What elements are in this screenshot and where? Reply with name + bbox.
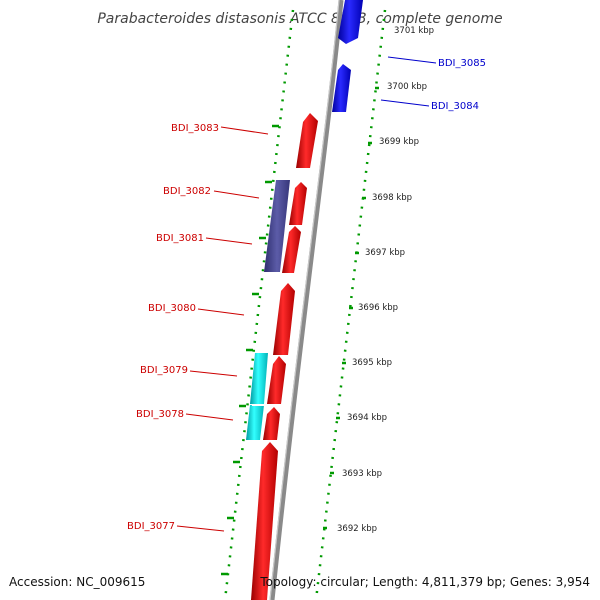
gene-label-bdi-3080[interactable]: BDI_3080	[148, 303, 196, 314]
kbp-label-3701: 3701 kbp	[394, 26, 434, 36]
kbp-label-3697: 3697 kbp	[365, 248, 405, 258]
rna-gene-bdi-3079[interactable]	[250, 353, 268, 404]
kbp-label-3694: 3694 kbp	[347, 413, 387, 423]
kbp-label-3693: 3693 kbp	[342, 469, 382, 479]
kbp-label-3692: 3692 kbp	[337, 524, 377, 534]
accession-text: Accession: NC_009615	[9, 575, 145, 589]
rna-gene-bdi-3078[interactable]	[246, 405, 264, 440]
gene-bdi-3084[interactable]	[332, 64, 351, 112]
gene-label-bdi-3081[interactable]: BDI_3081	[156, 233, 204, 244]
gene-bdi-3080[interactable]	[273, 283, 295, 355]
gene-label-bdi-3085[interactable]: BDI_3085	[438, 58, 486, 69]
gene-bdi-3079[interactable]	[267, 356, 286, 404]
map-title: Parabacteroides distasonis ATCC 8503, co…	[97, 11, 502, 27]
kbp-label-3699: 3699 kbp	[379, 137, 419, 147]
gene-bdi-3082[interactable]	[264, 180, 290, 272]
kbp-label-3700: 3700 kbp	[387, 82, 427, 92]
kbp-label-3695: 3695 kbp	[352, 358, 392, 368]
outer-major-ticks	[221, 124, 279, 576]
gene-bdi-3085[interactable]	[338, 0, 363, 44]
inner-major-ticks	[323, 86, 379, 530]
label-connectors	[176, 56, 437, 532]
kbp-label-3698: 3698 kbp	[372, 193, 412, 203]
gene-label-bdi-3077[interactable]: BDI_3077	[127, 521, 175, 532]
gene-label-bdi-3078[interactable]: BDI_3078	[136, 409, 184, 420]
gene-bdi-3081[interactable]	[282, 226, 301, 273]
gene-bdi-3077[interactable]	[251, 442, 278, 600]
gene-bdi-3083[interactable]	[296, 113, 318, 168]
gene-bdi-3078[interactable]	[263, 407, 280, 440]
gene-bdi-3082-forward[interactable]	[289, 182, 307, 225]
gene-label-bdi-3083[interactable]: BDI_3083	[171, 123, 219, 134]
gene-label-bdi-3079[interactable]: BDI_3079	[140, 365, 188, 376]
backbone-highlight	[269, 0, 340, 600]
topology-text: Topology: circular; Length: 4,811,379 bp…	[259, 575, 590, 589]
gene-label-bdi-3084[interactable]: BDI_3084	[431, 101, 479, 112]
inner-tick-ring	[314, 9, 387, 600]
backbone	[269, 0, 344, 600]
kbp-label-3696: 3696 kbp	[358, 303, 398, 313]
gene-label-bdi-3082[interactable]: BDI_3082	[163, 186, 211, 197]
